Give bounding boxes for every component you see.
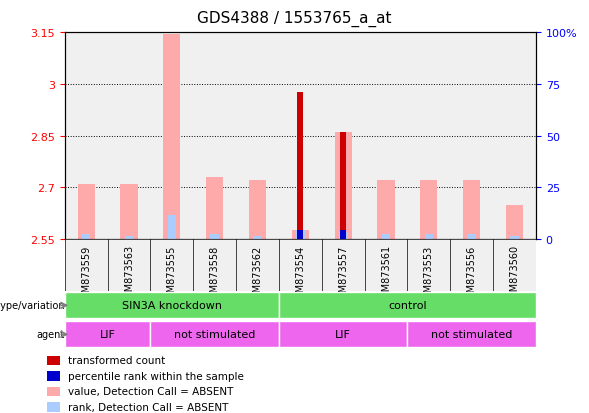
Bar <box>408 33 451 240</box>
Bar <box>108 240 150 291</box>
Bar <box>125 236 133 240</box>
Bar <box>451 240 493 291</box>
Bar <box>322 33 365 240</box>
Bar <box>108 33 150 240</box>
Bar <box>47 372 61 381</box>
Text: GSM873553: GSM873553 <box>424 244 434 304</box>
Bar <box>365 240 408 291</box>
Bar <box>493 33 536 240</box>
Text: GSM873563: GSM873563 <box>124 244 134 304</box>
Bar <box>297 93 303 240</box>
Bar <box>236 240 279 291</box>
Text: LIF: LIF <box>335 330 351 339</box>
Bar <box>297 231 303 240</box>
Bar <box>340 133 346 240</box>
Text: GSM873555: GSM873555 <box>167 244 177 304</box>
Text: GSM873559: GSM873559 <box>81 244 91 304</box>
Bar <box>150 240 193 291</box>
Bar <box>506 205 523 240</box>
Bar <box>47 402 61 412</box>
Bar <box>168 216 176 240</box>
FancyBboxPatch shape <box>408 321 536 348</box>
Text: GSM873556: GSM873556 <box>466 244 477 304</box>
Bar <box>210 234 219 240</box>
Bar <box>382 234 391 240</box>
Bar <box>47 356 61 366</box>
FancyBboxPatch shape <box>279 292 536 319</box>
Bar <box>65 240 108 291</box>
Bar <box>463 181 480 240</box>
Text: rank, Detection Call = ABSENT: rank, Detection Call = ABSENT <box>68 402 229 412</box>
Bar <box>279 33 322 240</box>
Bar <box>253 236 262 240</box>
Text: GSM873560: GSM873560 <box>509 244 519 304</box>
Text: transformed count: transformed count <box>68 355 166 366</box>
Bar <box>78 185 95 240</box>
Bar <box>47 387 61 396</box>
Text: GDS4388 / 1553765_a_at: GDS4388 / 1553765_a_at <box>197 10 392 26</box>
Bar <box>236 33 279 240</box>
Text: GSM873554: GSM873554 <box>296 244 305 304</box>
Bar <box>468 234 476 240</box>
Bar <box>340 231 346 240</box>
Bar <box>249 181 266 240</box>
Bar <box>408 240 451 291</box>
Text: not stimulated: not stimulated <box>431 330 512 339</box>
Bar <box>150 33 193 240</box>
Text: GSM873561: GSM873561 <box>381 244 391 304</box>
Bar <box>296 231 305 240</box>
Bar <box>425 234 433 240</box>
Text: genotype/variation: genotype/variation <box>0 301 65 311</box>
Text: GSM873562: GSM873562 <box>253 244 263 304</box>
Text: GSM873557: GSM873557 <box>338 244 348 304</box>
Bar <box>510 236 519 240</box>
Text: not stimulated: not stimulated <box>174 330 256 339</box>
Bar <box>206 178 223 240</box>
Bar <box>322 240 365 291</box>
Bar <box>193 33 236 240</box>
Bar <box>451 33 493 240</box>
FancyBboxPatch shape <box>65 321 150 348</box>
Bar <box>121 185 138 240</box>
Bar <box>292 231 309 240</box>
Bar <box>279 240 322 291</box>
Bar <box>335 133 352 240</box>
Bar <box>421 181 438 240</box>
Bar <box>82 234 91 240</box>
Bar <box>193 240 236 291</box>
Bar <box>378 181 395 240</box>
Bar <box>339 233 348 240</box>
FancyBboxPatch shape <box>150 321 279 348</box>
Bar <box>493 240 536 291</box>
Text: percentile rank within the sample: percentile rank within the sample <box>68 371 244 381</box>
Bar <box>65 33 108 240</box>
Text: GSM873558: GSM873558 <box>210 244 220 304</box>
Text: value, Detection Call = ABSENT: value, Detection Call = ABSENT <box>68 386 234 396</box>
Text: control: control <box>388 301 427 311</box>
Bar <box>365 33 408 240</box>
Text: LIF: LIF <box>100 330 115 339</box>
FancyBboxPatch shape <box>279 321 408 348</box>
Text: agent: agent <box>37 330 65 339</box>
Text: SIN3A knockdown: SIN3A knockdown <box>122 301 222 311</box>
Bar <box>163 35 180 240</box>
FancyBboxPatch shape <box>65 292 279 319</box>
